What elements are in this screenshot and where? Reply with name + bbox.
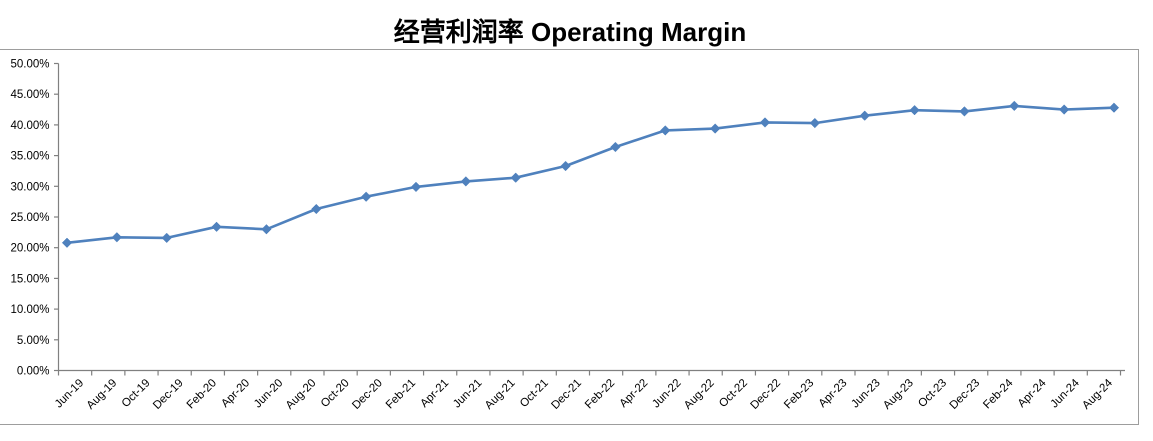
- x-axis-tick-label: Jun-19: [53, 377, 86, 410]
- x-axis-tick-label: Jun-22: [650, 377, 683, 410]
- data-point-marker: [510, 172, 521, 183]
- data-point-marker: [460, 176, 472, 187]
- x-axis-tick-label: Aug-22: [682, 377, 717, 412]
- x-axis-tick-label: Jun-23: [849, 377, 882, 410]
- x-axis-tick-label: Feb-24: [981, 377, 1016, 412]
- y-axis-tick-label: 40.00%: [10, 120, 49, 132]
- data-point-marker: [1058, 104, 1070, 115]
- data-point-marker: [161, 232, 172, 244]
- x-axis-tick-label: Aug-19: [85, 377, 120, 412]
- y-axis-tick-label: 25.00%: [10, 212, 49, 224]
- y-axis-tick-label: 5.00%: [17, 335, 50, 347]
- data-point-marker: [959, 106, 970, 117]
- x-axis-tick-label: Dec-21: [549, 377, 584, 412]
- x-axis-tick-label: Dec-22: [748, 377, 783, 412]
- x-axis-tick-label: Apr-20: [219, 377, 252, 410]
- x-axis-tick-label: Jun-21: [451, 377, 484, 410]
- data-point-marker: [610, 141, 621, 153]
- x-axis-tick-label: Dec-19: [151, 377, 186, 412]
- chart-title: 经营利润率 Operating Margin: [393, 17, 747, 47]
- data-point-marker: [311, 203, 322, 215]
- x-axis-tick-label: Jun-24: [1048, 377, 1082, 411]
- x-axis-tick-label: Feb-21: [384, 377, 418, 411]
- data-point-marker: [61, 237, 73, 248]
- x-axis-tick-label: Aug-20: [284, 377, 319, 412]
- x-axis-tick-label: Oct-19: [120, 377, 153, 410]
- y-axis-tick-label: 20.00%: [10, 243, 49, 255]
- series-line: [65, 104, 1116, 245]
- y-axis-tick-label: 0.00%: [17, 366, 50, 378]
- x-axis-tick-label: Dec-23: [948, 377, 983, 412]
- data-point-marker: [1009, 100, 1020, 112]
- x-axis-tick-label: Feb-22: [583, 377, 617, 411]
- x-axis-tick-label: Oct-21: [518, 377, 551, 410]
- x-axis-tick-label: Feb-23: [782, 377, 816, 411]
- y-axis-tick-label: 30.00%: [10, 181, 49, 193]
- data-point-marker: [809, 117, 821, 129]
- chart-frame-border: [0, 49, 1139, 425]
- x-axis-tick-label: Oct-23: [916, 377, 949, 410]
- x-axis-tick-label: Aug-23: [881, 377, 916, 412]
- x-axis-tick-label: Apr-21: [418, 377, 451, 410]
- data-point-marker: [111, 232, 123, 243]
- data-point-marker: [909, 105, 920, 116]
- data-point-marker: [261, 224, 272, 235]
- x-axis-tick-label: Feb-20: [185, 377, 219, 411]
- data-point-marker: [211, 221, 222, 232]
- x-axis-tick-label: Oct-22: [717, 377, 750, 410]
- x-axis-tick-label: Oct-20: [319, 377, 352, 410]
- data-point-marker: [560, 160, 571, 172]
- y-axis-tick-label: 15.00%: [10, 273, 49, 285]
- x-axis-tick-label: Jun-20: [252, 377, 285, 410]
- data-point-marker: [759, 117, 771, 128]
- y-axis-tick-label: 45.00%: [10, 89, 49, 101]
- data-point-marker: [410, 181, 422, 193]
- x-axis-tick-label: Aug-24: [1080, 377, 1115, 412]
- data-point-marker: [1108, 102, 1120, 113]
- y-axis-tick-label: 10.00%: [10, 304, 49, 316]
- data-point-marker: [660, 125, 671, 136]
- x-axis-tick-label: Aug-21: [483, 377, 518, 412]
- data-point-marker: [709, 123, 721, 134]
- data-point-marker: [360, 191, 372, 202]
- x-axis-tick-label: Dec-20: [350, 377, 385, 412]
- data-point-marker: [859, 110, 870, 121]
- x-axis-tick-label: Apr-22: [618, 377, 651, 410]
- y-axis-tick-label: 35.00%: [10, 151, 49, 163]
- y-axis-tick-label: 50.00%: [10, 59, 49, 71]
- x-axis-tick-label: Apr-23: [817, 377, 850, 410]
- x-axis-tick-label: Apr-24: [1016, 377, 1049, 410]
